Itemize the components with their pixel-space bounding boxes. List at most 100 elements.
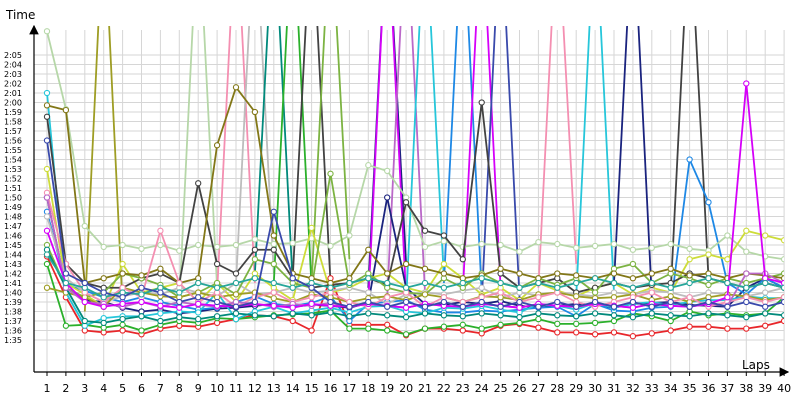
data-point: [743, 80, 750, 87]
series-line: [46, 92, 784, 327]
data-point: [81, 317, 88, 325]
data-point: [478, 240, 485, 248]
data-point: [232, 310, 240, 317]
data-point: [648, 270, 655, 277]
data-point: [402, 331, 410, 338]
data-point: [384, 279, 391, 287]
data-point: [251, 236, 259, 243]
data-point: [497, 241, 504, 249]
data-point: [195, 309, 202, 316]
data-point: [724, 294, 731, 301]
y-tick-label: 1:45: [4, 241, 22, 250]
data-point: [100, 243, 107, 251]
data-point: [232, 270, 240, 277]
data-point: [100, 289, 107, 296]
data-point: [213, 298, 221, 306]
x-tick-label: 39: [758, 382, 772, 395]
x-tick-label: 25: [494, 382, 508, 395]
data-point: [497, 312, 504, 319]
data-point: [421, 243, 429, 251]
y-tick-label: 1:54: [4, 156, 22, 165]
data-point: [667, 312, 674, 319]
data-point: [667, 293, 674, 300]
data-point: [516, 248, 523, 255]
data-point: [743, 270, 750, 277]
data-point: [81, 222, 88, 230]
data-point: [686, 256, 693, 263]
data-point: [686, 303, 693, 310]
y-tick-label: 1:42: [4, 270, 22, 279]
x-tick-label: 36: [702, 382, 716, 395]
x-tick-label: 28: [550, 382, 564, 395]
spike-line: [575, 26, 615, 298]
data-point: [780, 298, 784, 306]
x-axis-title: Laps: [742, 358, 770, 372]
data-point: [743, 298, 750, 306]
data-point: [762, 289, 769, 296]
data-point: [573, 244, 580, 251]
y-tick-label: 2:00: [4, 99, 22, 108]
data-point: [554, 312, 561, 319]
x-tick-label: 9: [195, 382, 202, 395]
data-point: [724, 325, 731, 332]
data-point: [573, 293, 580, 300]
data-point: [421, 291, 429, 298]
spike-line: [386, 26, 426, 298]
data-point: [629, 260, 637, 268]
data-point: [289, 275, 296, 282]
data-point: [459, 256, 466, 263]
data-point: [384, 312, 391, 319]
data-point: [81, 279, 88, 287]
data-point: [648, 330, 655, 337]
data-point: [497, 289, 504, 296]
data-point: [43, 260, 51, 268]
data-point: [270, 208, 277, 215]
data-point: [591, 319, 599, 327]
y-tick-label: 1:46: [4, 232, 22, 241]
y-axis-title: Time: [5, 8, 35, 22]
data-point: [629, 333, 637, 340]
data-point: [497, 303, 504, 310]
data-point: [195, 300, 202, 308]
data-point: [705, 281, 712, 289]
data-point: [251, 275, 259, 282]
data-point: [780, 294, 784, 301]
data-point: [138, 327, 145, 334]
data-point: [554, 298, 561, 306]
data-point: [535, 315, 542, 323]
data-point: [780, 317, 784, 325]
y-tick-label: 1:57: [4, 127, 22, 136]
data-point: [724, 232, 731, 239]
chart-axes: [29, 24, 790, 377]
data-point: [289, 239, 296, 247]
data-point: [478, 284, 485, 291]
data-point: [327, 242, 334, 250]
data-point: [232, 279, 240, 287]
x-tick-label: 1: [44, 382, 51, 395]
data-point: [213, 313, 221, 320]
series-line: [46, 31, 784, 261]
data-point: [554, 240, 561, 248]
data-point: [573, 313, 580, 320]
data-point: [365, 246, 372, 253]
series-1: [43, 253, 784, 340]
data-point: [346, 313, 353, 320]
data-point: [365, 289, 372, 296]
data-point: [591, 298, 599, 306]
y-tick-label: 1:35: [4, 336, 22, 345]
data-point: [251, 298, 259, 306]
x-tick-label: 3: [81, 382, 88, 395]
series-line: [46, 86, 784, 284]
data-point: [195, 315, 202, 323]
data-point: [535, 324, 542, 331]
data-point: [610, 303, 618, 310]
data-point: [308, 284, 315, 291]
data-point: [270, 302, 277, 309]
x-tick-label: 23: [456, 382, 470, 395]
data-point: [157, 227, 164, 234]
data-point: [724, 312, 731, 319]
data-point: [157, 289, 164, 296]
data-point: [251, 108, 259, 116]
data-point: [43, 194, 51, 201]
data-point: [402, 314, 410, 321]
